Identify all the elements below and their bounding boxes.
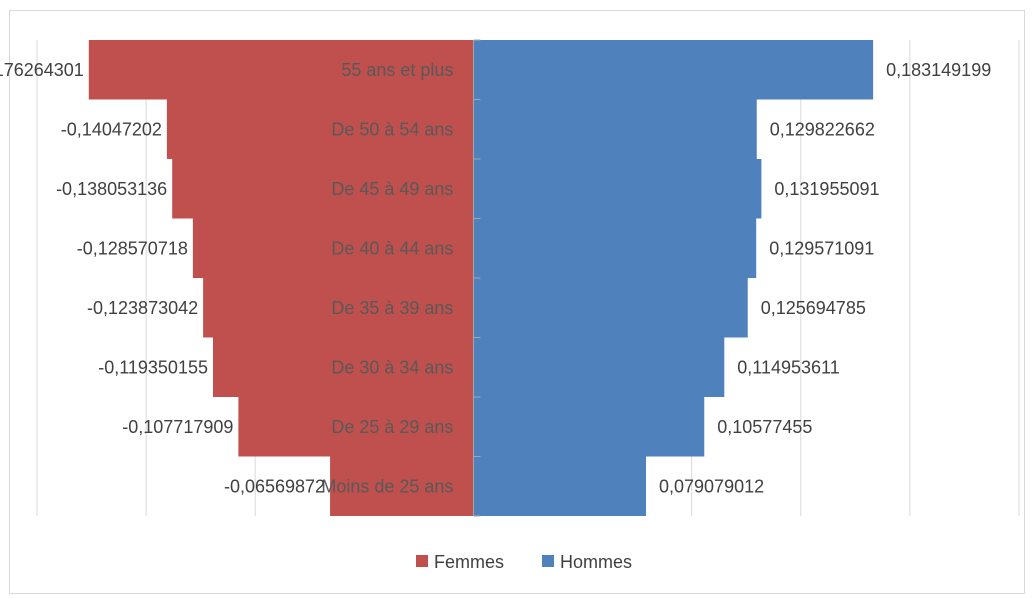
bar-hommes-1	[473, 99, 757, 159]
bar-femmes-1	[166, 99, 474, 159]
legend-swatch-femmes	[416, 555, 428, 567]
bar-femmes-3	[192, 218, 474, 278]
bar-hommes-3	[473, 218, 757, 278]
legend: Femmes Hommes	[416, 552, 632, 572]
data-label: -0,119350155	[98, 357, 208, 377]
data-label: 0,079079012	[659, 476, 764, 496]
labels: 55 ans et plus De 50 à 54 ans De 45 à 49 a…	[0, 60, 991, 497]
category-label: De 35 à 39 ans	[331, 298, 453, 318]
data-label: -0,06569872	[224, 476, 325, 496]
data-label: -0,107717909	[122, 417, 233, 437]
category-label: De 25 à 29 ans	[331, 417, 453, 437]
bar-femmes-0	[88, 40, 474, 100]
data-label: 0,129822662	[770, 119, 875, 139]
category-label: Moins de 25 ans	[321, 476, 453, 496]
bar-hommes-0	[473, 40, 874, 100]
bar-femmes-7	[330, 456, 474, 516]
data-label: 0,131955091	[774, 179, 879, 199]
category-label: De 45 à 49 ans	[331, 179, 453, 199]
data-label: 0,183149199	[886, 60, 991, 80]
legend-swatch-hommes	[542, 555, 554, 567]
data-label: 0,125694785	[761, 298, 866, 318]
data-label: -0,14047202	[61, 119, 162, 139]
bar-hommes-2	[473, 159, 762, 219]
chart-frame	[9, 10, 1025, 594]
bar-hommes-7	[473, 456, 647, 516]
data-label: -0,123873042	[87, 298, 198, 318]
data-label: 0,129571091	[769, 238, 874, 258]
category-label: 55 ans et plus	[341, 60, 453, 80]
bar-hommes-4	[473, 278, 748, 338]
data-label: 0,10577455	[717, 417, 812, 437]
data-label: -0,138053136	[56, 179, 167, 199]
category-label: De 50 à 54 ans	[331, 119, 453, 139]
data-label: 0,114953611	[737, 357, 839, 377]
legend-label-femmes: Femmes	[434, 552, 504, 572]
category-label: De 40 à 44 ans	[331, 238, 453, 258]
bar-femmes-4	[203, 278, 474, 338]
category-label: De 30 à 34 ans	[331, 357, 453, 377]
bars	[88, 40, 874, 516]
bar-femmes-2	[172, 159, 474, 219]
bar-femmes-5	[212, 337, 474, 397]
data-label: -0,128570718	[77, 238, 188, 258]
data-label: -0,176264301	[0, 60, 84, 80]
category-axis	[472, 39, 481, 517]
legend-label-hommes: Hommes	[560, 552, 632, 572]
bar-hommes-6	[473, 397, 705, 457]
bar-hommes-5	[473, 337, 725, 397]
bar-femmes-6	[238, 397, 474, 457]
